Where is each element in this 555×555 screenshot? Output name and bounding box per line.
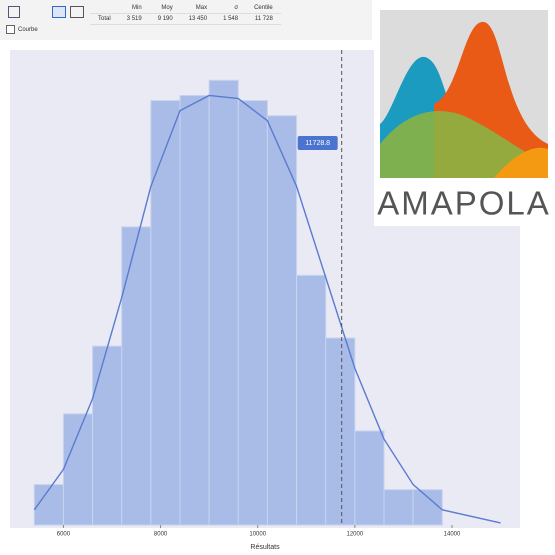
toolbar: Courbe Min Moy Max σ Centile Total 3 519 9 190… [0,0,372,40]
marker-badge [297,136,338,150]
x-tick-label: 14000 [444,532,461,538]
bar [296,274,327,526]
bar [325,337,356,526]
bar [92,345,123,526]
bar [150,100,181,526]
x-tick-label: 8000 [154,532,168,538]
logo-text: AMAPOLA [377,185,551,222]
checkbox-label: Courbe [18,26,38,33]
camera-icon[interactable] [70,6,84,18]
checkbox[interactable] [6,25,15,34]
row-label: Total [90,13,119,25]
bar [266,115,298,526]
cell: 11 728 [246,13,281,25]
bar [354,430,385,526]
x-tick-label: 12000 [347,532,364,538]
stats-table: Min Moy Max σ Centile Total 3 519 9 190 13 450 1… [90,3,281,25]
bar [62,413,94,526]
cell: 9 190 [149,13,181,25]
curve-checkbox[interactable]: Courbe [6,25,38,34]
x-tick-label: 10000 [249,532,266,538]
cell: 1 548 [215,13,247,25]
view-icon[interactable] [52,6,66,18]
bar [237,100,268,526]
bar [208,79,239,526]
col-header: σ [215,3,247,14]
col-header: Moy [149,3,181,14]
x-tick-label: 6000 [57,532,71,538]
fit-icon[interactable] [8,6,20,18]
density-curve [33,94,501,524]
bar [121,226,152,526]
x-axis-label: Résultats [250,544,280,551]
cell: 3 519 [118,13,150,25]
logo-shape [380,111,548,178]
logo-shape [494,147,548,178]
bar [179,94,210,526]
col-header: Min [118,3,150,14]
bar [33,484,64,526]
bar [412,489,443,526]
bar [383,489,414,526]
col-header: Max [180,3,216,14]
cell: 13 450 [180,13,216,25]
marker-label: 11728.8 [305,140,330,147]
logo: AMAPOLA [374,4,554,226]
col-header: Centile [246,3,281,14]
